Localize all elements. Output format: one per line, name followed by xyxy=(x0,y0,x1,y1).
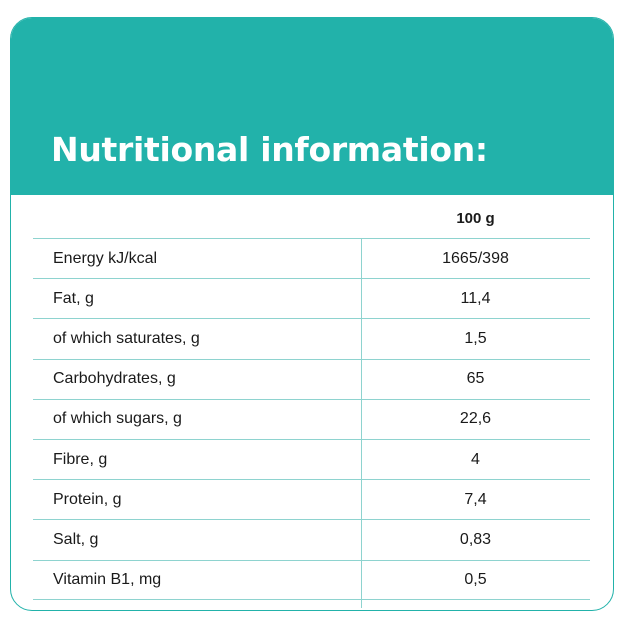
row-value: 4 xyxy=(471,450,480,468)
row-value: 65 xyxy=(466,370,485,388)
table-row: of which sugars, g 22,6 xyxy=(33,398,590,439)
table-row: Vitamin B1, mg 0,5 xyxy=(33,559,590,600)
row-value: 0,83 xyxy=(459,530,492,548)
row-label: Protein, g xyxy=(53,490,122,508)
nutrition-table: 100 g Energy kJ/kcal 1665/398 Fat, g 11,… xyxy=(33,195,590,608)
row-label: Salt, g xyxy=(53,530,99,548)
table-row: Fibre, g 4 xyxy=(33,438,590,479)
row-label: of which saturates, g xyxy=(53,329,200,347)
nutrition-card: Nutritional information: 100 g Energy kJ… xyxy=(10,17,614,611)
page-title: Nutritional information: xyxy=(51,130,488,169)
table-row: of which saturates, g 1,5 xyxy=(33,318,590,358)
row-value: 0,5 xyxy=(464,570,487,588)
header-banner: Nutritional information: xyxy=(11,18,613,195)
row-label: Fibre, g xyxy=(53,450,108,468)
row-value: 1665/398 xyxy=(442,249,509,267)
row-value: 7,4 xyxy=(464,490,487,508)
row-value: 11,4 xyxy=(460,289,491,307)
table-row: Fat, g 11,4 xyxy=(33,278,590,318)
column-header: 100 g xyxy=(456,210,495,227)
table-row: Carbohydrates, g 65 xyxy=(33,358,590,399)
table-row: Salt, g 0,83 xyxy=(33,519,590,559)
row-label: Vitamin B1, mg xyxy=(53,570,162,588)
row-value: 22,6 xyxy=(459,410,492,428)
row-label: Fat, g xyxy=(53,289,94,307)
row-value: 1,5 xyxy=(464,329,487,347)
table-row: Energy kJ/kcal 1665/398 xyxy=(33,238,590,278)
row-label: Energy kJ/kcal xyxy=(53,249,158,267)
row-label: of which sugars, g xyxy=(53,410,182,428)
column-divider xyxy=(361,238,362,608)
table-row: Protein, g 7,4 xyxy=(33,479,590,519)
row-label: Carbohydrates, g xyxy=(53,370,176,388)
table-header-row: 100 g xyxy=(33,195,590,238)
